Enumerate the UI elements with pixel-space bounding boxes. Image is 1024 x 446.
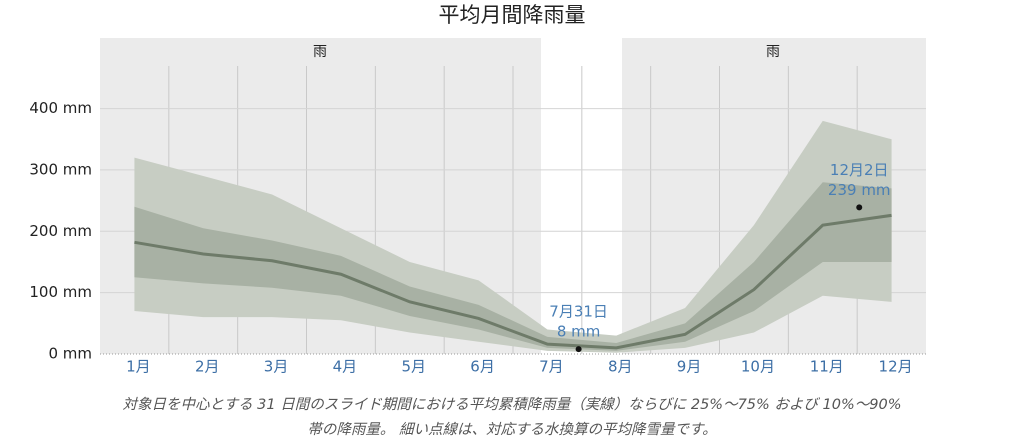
annotation-date: 7月31日 — [549, 303, 608, 321]
annotation-value: 239 mm — [828, 181, 891, 199]
x-tick-label: 2月 — [195, 358, 220, 376]
y-tick-label: 300 mm — [29, 160, 92, 178]
median-line — [134, 213, 892, 350]
season-label: 雨 — [313, 44, 327, 60]
x-tick-label: 7月 — [539, 358, 564, 376]
x-tick-label: 4月 — [333, 358, 358, 376]
percentile-band — [134, 120, 892, 353]
x-tick-label: 11月 — [810, 358, 844, 376]
x-tick-label: 12月 — [879, 358, 913, 376]
x-tick-label: 6月 — [470, 358, 495, 376]
annotation-value: 8 mm — [557, 323, 601, 341]
caption: 対象日を中心とする 31 日間のスライド期間における平均累積降雨量（実線）ならび… — [123, 396, 902, 413]
x-tick-label: 9月 — [677, 358, 702, 376]
y-tick-label: 0 mm — [48, 345, 92, 363]
y-tick-label: 100 mm — [29, 283, 92, 301]
annotation-date: 12月2日 — [830, 161, 889, 179]
x-tick-label: 8月 — [608, 358, 633, 376]
percentile-band — [134, 182, 892, 351]
season-label: 雨 — [766, 44, 780, 60]
x-tick-label: 5月 — [401, 358, 426, 376]
caption: 帯の降雨量。 細い点線は、対応する水換算の平均降雪量です。 — [307, 421, 716, 438]
x-tick-label: 10月 — [741, 358, 775, 376]
x-tick-label: 3月 — [264, 358, 289, 376]
annotation-point — [856, 204, 863, 211]
y-tick-label: 200 mm — [29, 222, 92, 240]
x-tick-label: 1月 — [126, 358, 151, 376]
chart-title: 平均月間降雨量 — [439, 3, 586, 27]
y-tick-label: 400 mm — [29, 99, 92, 117]
annotation-point — [575, 346, 582, 353]
